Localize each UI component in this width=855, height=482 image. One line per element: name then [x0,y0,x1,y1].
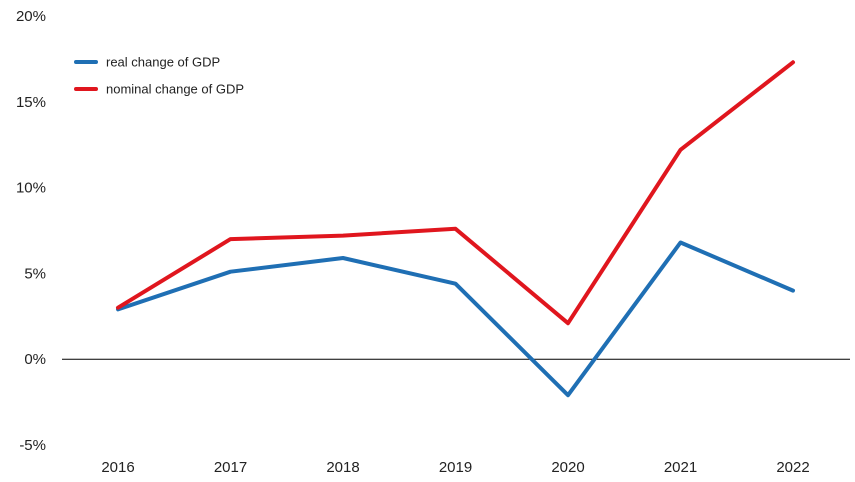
series-line-nominal [116,60,795,326]
legend-label: nominal change of GDP [106,82,244,97]
series-lines [116,60,795,398]
legend: real change of GDP nominal change of GDP [74,55,244,97]
x-tick-label: 2020 [551,459,584,476]
x-axis-tick-labels: 2016 2017 2018 2019 2020 2021 2022 [101,459,809,476]
y-tick-label: 20% [16,8,46,25]
y-tick-label: 15% [16,94,46,111]
y-tick-label: 10% [16,180,46,197]
x-tick-label: 2022 [776,459,809,476]
x-tick-label: 2021 [664,459,697,476]
x-tick-label: 2017 [214,459,247,476]
legend-label: real change of GDP [106,55,220,70]
series-line-real [116,240,795,398]
x-tick-label: 2016 [101,459,134,476]
x-tick-label: 2019 [439,459,472,476]
y-tick-label: 0% [24,351,46,368]
y-tick-label: -5% [19,437,46,454]
y-axis-tick-labels: 20% 15% 10% 5% 0% -5% [16,8,46,454]
y-tick-label: 5% [24,265,46,282]
x-tick-label: 2018 [326,459,359,476]
